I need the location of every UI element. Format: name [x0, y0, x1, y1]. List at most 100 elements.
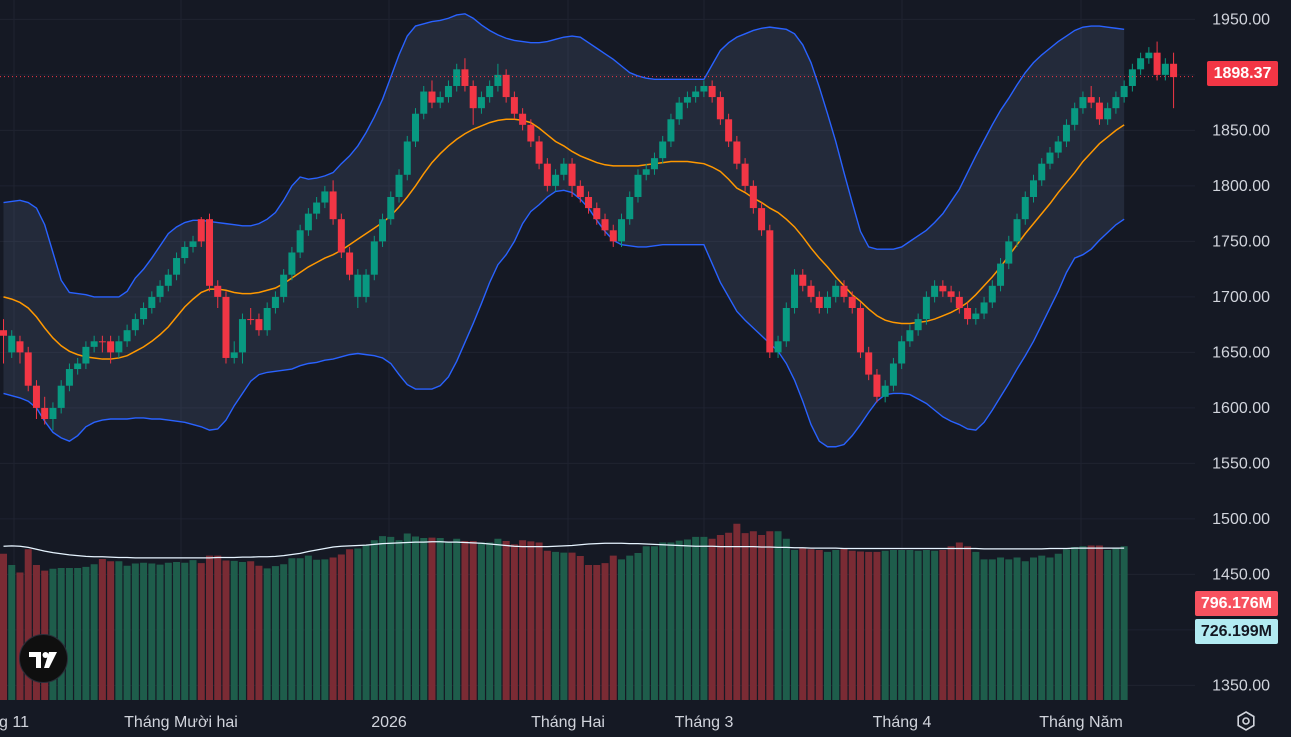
candle[interactable]: [1112, 91, 1120, 114]
candle[interactable]: [749, 180, 757, 214]
candle[interactable]: [1013, 213, 1021, 247]
candle[interactable]: [486, 80, 494, 103]
candle[interactable]: [980, 296, 988, 320]
candle[interactable]: [1120, 80, 1128, 103]
candle[interactable]: [650, 152, 658, 175]
candle[interactable]: [799, 269, 807, 292]
candle[interactable]: [716, 91, 724, 125]
candle[interactable]: [238, 313, 246, 364]
candle[interactable]: [1145, 47, 1153, 64]
candle[interactable]: [1079, 91, 1087, 114]
candle[interactable]: [206, 213, 213, 292]
candle[interactable]: [832, 280, 840, 303]
candle[interactable]: [131, 313, 139, 336]
candle[interactable]: [519, 108, 527, 131]
candle[interactable]: [593, 202, 601, 225]
candle[interactable]: [568, 158, 576, 197]
candle[interactable]: [230, 341, 238, 364]
candle[interactable]: [1087, 85, 1095, 109]
candle[interactable]: [255, 313, 263, 336]
candle[interactable]: [164, 269, 172, 292]
candle[interactable]: [247, 307, 255, 325]
candle[interactable]: [552, 169, 560, 192]
candle[interactable]: [280, 269, 288, 303]
candle[interactable]: [98, 335, 106, 353]
candle[interactable]: [354, 269, 362, 308]
candle[interactable]: [922, 291, 930, 325]
candle[interactable]: [618, 213, 625, 247]
candle[interactable]: [313, 196, 321, 220]
candle[interactable]: [906, 324, 914, 347]
candle[interactable]: [609, 224, 617, 247]
candle[interactable]: [1071, 102, 1079, 131]
candle[interactable]: [1054, 135, 1062, 159]
candle[interactable]: [873, 369, 881, 403]
candle[interactable]: [1030, 174, 1037, 203]
candle[interactable]: [123, 324, 131, 347]
candle[interactable]: [510, 91, 518, 120]
tradingview-logo[interactable]: [19, 634, 68, 683]
candle[interactable]: [140, 302, 148, 325]
candle[interactable]: [115, 335, 123, 358]
candle[interactable]: [997, 258, 1005, 292]
candle[interactable]: [428, 80, 436, 109]
candle[interactable]: [420, 85, 428, 120]
candle[interactable]: [865, 346, 873, 381]
candle[interactable]: [692, 85, 700, 103]
candle[interactable]: [1161, 58, 1169, 81]
candle[interactable]: [766, 224, 774, 358]
candle[interactable]: [601, 213, 609, 236]
candle[interactable]: [947, 285, 955, 303]
candle[interactable]: [181, 241, 189, 264]
candle[interactable]: [296, 224, 304, 259]
candle[interactable]: [412, 108, 419, 148]
candle[interactable]: [807, 280, 815, 303]
candle[interactable]: [395, 169, 403, 203]
candle[interactable]: [824, 291, 831, 314]
candle[interactable]: [1153, 41, 1161, 81]
candle[interactable]: [988, 280, 996, 308]
candle[interactable]: [65, 363, 73, 392]
candle[interactable]: [1128, 63, 1136, 92]
candle[interactable]: [939, 280, 947, 297]
candle[interactable]: [700, 80, 708, 98]
candle[interactable]: [494, 63, 502, 92]
candle[interactable]: [403, 135, 411, 181]
candle[interactable]: [173, 252, 181, 281]
candle[interactable]: [964, 302, 972, 325]
candle[interactable]: [90, 335, 98, 353]
candle[interactable]: [461, 58, 469, 92]
candle[interactable]: [24, 346, 32, 392]
candle[interactable]: [782, 302, 790, 347]
candle[interactable]: [74, 357, 82, 375]
candle[interactable]: [1021, 191, 1029, 225]
candle[interactable]: [576, 180, 584, 203]
candle[interactable]: [914, 313, 922, 336]
candle[interactable]: [370, 235, 378, 281]
candle[interactable]: [362, 269, 370, 303]
candle[interactable]: [659, 135, 667, 164]
candle[interactable]: [0, 319, 7, 364]
candle[interactable]: [1062, 119, 1070, 148]
candle[interactable]: [214, 280, 222, 308]
candle[interactable]: [379, 213, 387, 247]
candle[interactable]: [881, 380, 889, 403]
candle[interactable]: [931, 280, 939, 303]
candle[interactable]: [453, 63, 461, 92]
candle[interactable]: [725, 113, 733, 148]
candle[interactable]: [288, 246, 296, 281]
time-axis[interactable]: g 11 Tháng Mười hai 2026 Tháng Hai Tháng 3 Th…: [0, 714, 1123, 731]
candle[interactable]: [898, 335, 906, 370]
candle[interactable]: [848, 291, 856, 314]
candle[interactable]: [856, 302, 864, 358]
candle[interactable]: [189, 235, 197, 253]
candle[interactable]: [304, 208, 312, 236]
candle[interactable]: [667, 113, 675, 148]
candle[interactable]: [1104, 102, 1112, 125]
candle[interactable]: [16, 335, 24, 364]
candle[interactable]: [8, 330, 16, 358]
candle[interactable]: [585, 191, 593, 214]
candle[interactable]: [840, 280, 848, 303]
candle[interactable]: [271, 291, 279, 314]
candle[interactable]: [222, 291, 230, 364]
